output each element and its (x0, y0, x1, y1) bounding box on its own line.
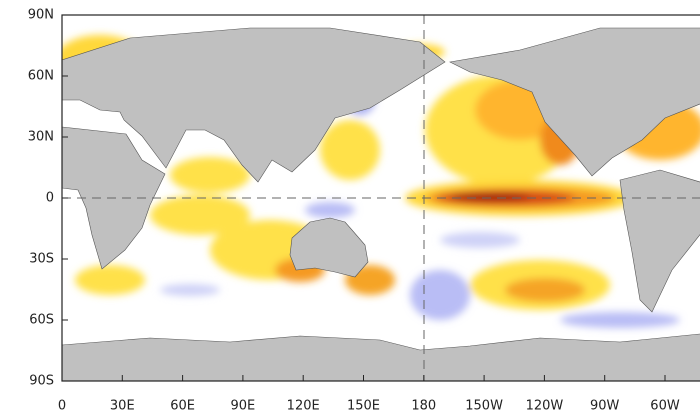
lat-label: 90S (29, 374, 54, 389)
north-america (449, 27, 700, 177)
lat-label: 30N (28, 130, 54, 145)
lon-label: 90E (231, 399, 256, 414)
lon-label: 150E (347, 399, 380, 414)
axis-labels: 90N 60N 30N 0 30S 60S 90S 0 30E 60E 90E 120E 150E 180… (28, 8, 680, 414)
lat-label: 60N (28, 69, 54, 84)
lon-label: 30E (110, 399, 135, 414)
lon-label: 150W (465, 399, 503, 414)
eurasia (62, 27, 446, 183)
lon-label: 60E (170, 399, 195, 414)
lat-label: 30S (29, 252, 54, 267)
lon-label: 120E (287, 399, 320, 414)
antarctica (62, 333, 700, 381)
lat-label: 60S (29, 313, 54, 328)
lon-label: 0 (58, 399, 66, 414)
lon-label: 180 (411, 399, 436, 414)
lat-label: 0 (46, 191, 54, 206)
map-area (62, 15, 700, 381)
australia (289, 217, 369, 278)
lon-label: 60W (650, 399, 680, 414)
lat-label: 90N (28, 8, 54, 23)
lon-label: 120W (526, 399, 564, 414)
south-america (619, 169, 700, 313)
lon-label: 90W (590, 399, 620, 414)
